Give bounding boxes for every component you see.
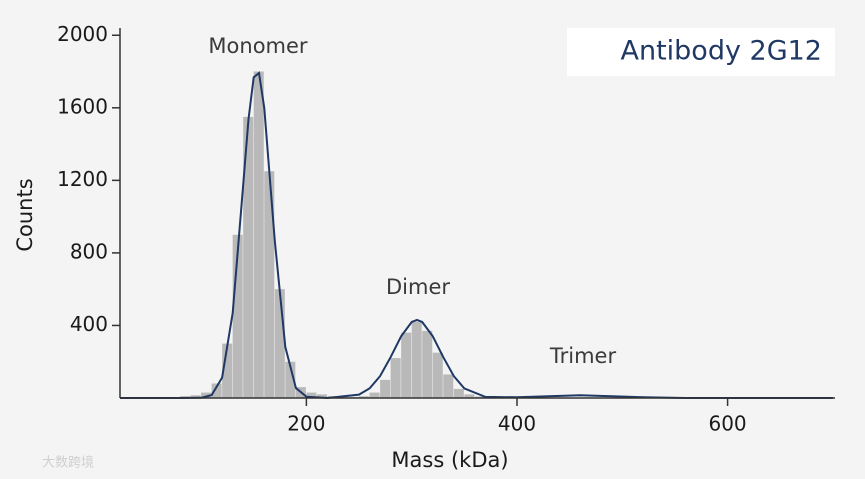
x-tick-label: 600: [708, 412, 746, 436]
peak-label: Dimer: [386, 275, 450, 299]
x-tick-label: 400: [498, 412, 536, 436]
histogram-bar: [453, 388, 464, 398]
histogram-bar: [401, 332, 412, 398]
histogram-bar: [211, 383, 222, 398]
histogram-bar: [285, 361, 296, 398]
histogram-bar: [232, 234, 243, 398]
histogram-bar: [464, 394, 475, 398]
y-tick-label: 1600: [57, 94, 108, 118]
histogram-bar: [443, 374, 454, 398]
histogram-bar: [432, 352, 443, 398]
histogram-bar: [243, 116, 254, 398]
histogram-bar: [380, 379, 391, 398]
y-tick-label: 1200: [57, 167, 108, 191]
x-tick-label: 200: [287, 412, 325, 436]
histogram-bar: [274, 289, 285, 398]
histogram-bar: [422, 330, 433, 398]
y-tick-label: 400: [70, 312, 108, 336]
histogram-bar: [369, 392, 380, 398]
watermark: 大数跨境: [42, 456, 94, 471]
peak-label: Monomer: [208, 34, 308, 58]
fit-curve: [120, 71, 833, 400]
histogram-bar: [316, 394, 327, 398]
histogram-bar: [253, 71, 264, 398]
histogram-bar: [264, 171, 275, 398]
y-tick-label: 800: [70, 239, 108, 263]
y-tick-label: 2000: [57, 22, 108, 46]
histogram-bar: [306, 392, 317, 398]
chart-title: Antibody 2G12: [621, 36, 823, 67]
peak-label: Trimer: [549, 344, 617, 368]
histogram-bar: [411, 321, 422, 398]
histogram-bar: [359, 396, 370, 398]
x-axis-title: Mass (kDa): [391, 448, 508, 472]
histogram-bar: [190, 395, 201, 398]
title-box: [567, 28, 835, 76]
histogram-bar: [222, 343, 233, 398]
histogram-bar: [201, 392, 212, 398]
y-axis-title: Counts: [13, 178, 37, 251]
histogram-bar: [390, 358, 401, 398]
